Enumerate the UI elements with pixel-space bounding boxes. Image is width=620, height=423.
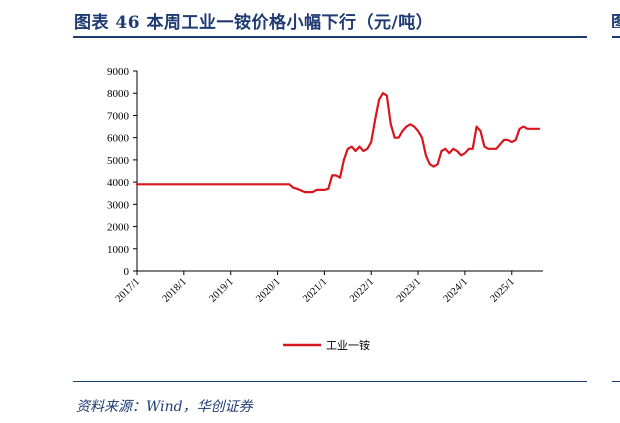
x-tick-label: 2025/1 bbox=[488, 276, 516, 304]
y-tick-label: 0 bbox=[124, 266, 130, 278]
footer-rule bbox=[73, 381, 587, 382]
y-tick-label: 6000 bbox=[107, 133, 130, 145]
y-tick-label: 7000 bbox=[107, 110, 130, 122]
x-tick-label: 2020/1 bbox=[254, 276, 282, 304]
x-tick-label: 2017/1 bbox=[114, 276, 142, 304]
x-axis-ticks: 2017/1 2018/1 2019/1 2020/1 2021/1 2022/1 2023… bbox=[114, 271, 517, 305]
y-tick-label: 5000 bbox=[107, 155, 130, 167]
y-axis-ticks: 0 1000 2000 3000 4000 5000 6000 7000 8000 9000 bbox=[107, 66, 137, 278]
x-tick-label: 2018/1 bbox=[161, 276, 189, 304]
x-tick-label: 2023/1 bbox=[395, 276, 423, 304]
series-group bbox=[135, 92, 541, 194]
y-tick-label: 8000 bbox=[107, 88, 130, 100]
legend-label: 工业一铵 bbox=[326, 338, 370, 352]
next-figure-title-fragment: 图 bbox=[611, 13, 620, 28]
footer-rule-right bbox=[612, 381, 620, 382]
y-tick-label: 9000 bbox=[107, 66, 130, 78]
x-tick-label: 2022/1 bbox=[348, 276, 376, 304]
x-tick-label: 2021/1 bbox=[301, 276, 329, 304]
chart-axes bbox=[136, 71, 543, 272]
title-rule bbox=[73, 36, 587, 38]
y-tick-label: 2000 bbox=[107, 222, 130, 234]
source-note: 资料来源：Wind，华创证券 bbox=[76, 399, 253, 415]
chart-title: 图表 46 本周工业一铵价格小幅下行（元/吨） bbox=[74, 13, 434, 33]
x-tick-label: 2024/1 bbox=[442, 276, 470, 304]
y-tick-label: 3000 bbox=[107, 199, 130, 211]
x-tick-label: 2019/1 bbox=[207, 276, 235, 304]
y-tick-label: 1000 bbox=[107, 244, 130, 256]
legend: 工业一铵 bbox=[283, 338, 370, 352]
title-rule-right bbox=[612, 36, 620, 38]
y-tick-label: 4000 bbox=[107, 177, 130, 189]
series-line bbox=[135, 92, 541, 194]
